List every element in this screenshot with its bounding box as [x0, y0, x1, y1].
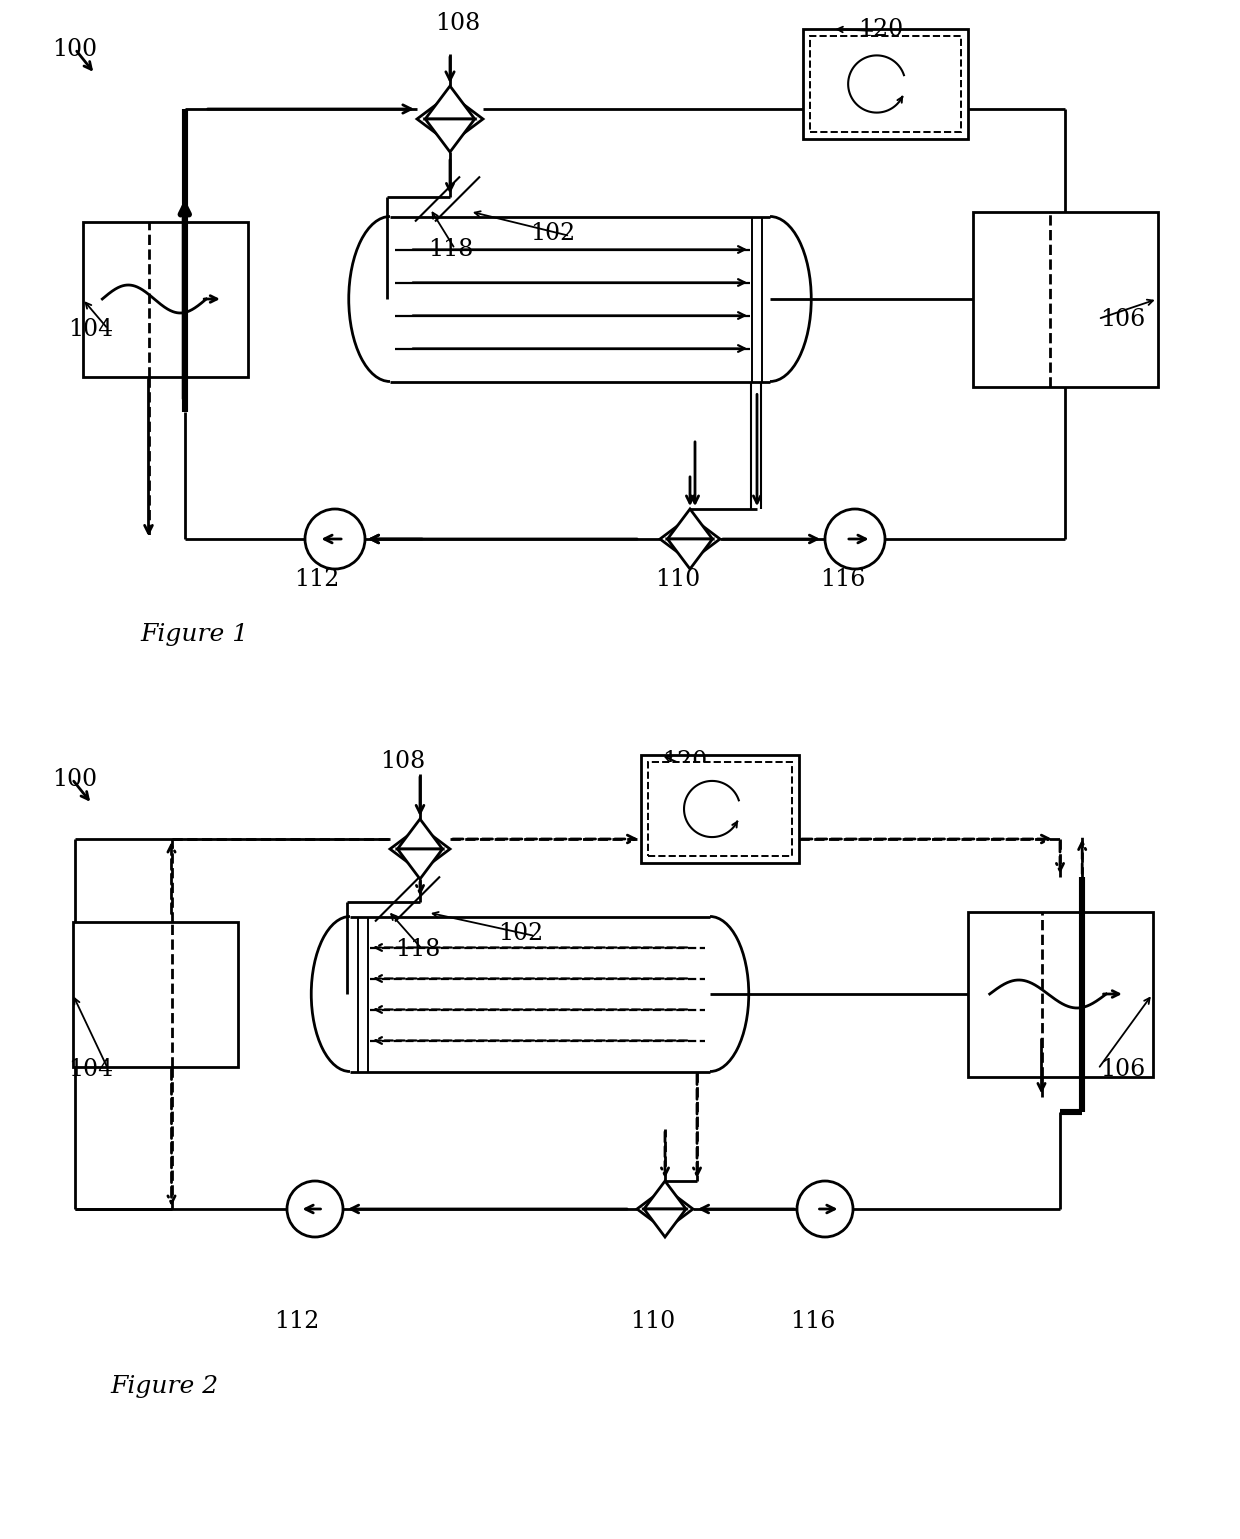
Polygon shape	[391, 826, 420, 871]
Text: 116: 116	[821, 568, 866, 591]
Text: 110: 110	[656, 568, 701, 591]
Text: 106: 106	[1100, 1057, 1146, 1080]
Text: 120: 120	[662, 749, 707, 773]
Circle shape	[825, 509, 885, 569]
Text: 102: 102	[529, 223, 575, 246]
Bar	[802, 29, 967, 139]
Text: 118: 118	[428, 237, 474, 260]
Bar	[641, 756, 799, 863]
Polygon shape	[667, 509, 713, 539]
Text: Figure 1: Figure 1	[140, 622, 248, 645]
Polygon shape	[667, 539, 713, 569]
Polygon shape	[450, 94, 484, 143]
Bar	[972, 211, 1157, 386]
Text: 118: 118	[396, 937, 440, 960]
Bar	[649, 762, 792, 856]
Circle shape	[797, 1180, 853, 1237]
Text: 104: 104	[68, 1057, 113, 1080]
Polygon shape	[398, 850, 443, 879]
Bar	[72, 922, 238, 1067]
Text: 110: 110	[630, 1310, 676, 1333]
Text: 108: 108	[379, 751, 425, 774]
Text: 102: 102	[498, 922, 543, 945]
Polygon shape	[665, 1188, 693, 1230]
Bar	[967, 911, 1152, 1076]
Polygon shape	[637, 1188, 665, 1230]
Text: 100: 100	[52, 768, 97, 791]
Text: 108: 108	[435, 12, 480, 35]
Polygon shape	[420, 826, 450, 871]
Polygon shape	[689, 517, 720, 562]
Text: 112: 112	[274, 1310, 320, 1333]
Polygon shape	[425, 119, 475, 152]
Polygon shape	[644, 1210, 686, 1237]
Polygon shape	[417, 94, 450, 143]
Polygon shape	[660, 517, 689, 562]
Circle shape	[286, 1180, 343, 1237]
Bar	[810, 35, 961, 132]
Polygon shape	[398, 819, 443, 850]
Text: 120: 120	[858, 17, 903, 40]
Text: 116: 116	[790, 1310, 836, 1333]
Text: 112: 112	[294, 568, 340, 591]
Text: 100: 100	[52, 37, 97, 60]
Circle shape	[305, 509, 365, 569]
Text: 104: 104	[68, 317, 113, 340]
Polygon shape	[644, 1180, 686, 1210]
Text: 106: 106	[1100, 308, 1146, 331]
Bar	[83, 222, 248, 377]
Polygon shape	[425, 86, 475, 119]
Text: Figure 2: Figure 2	[110, 1376, 218, 1399]
